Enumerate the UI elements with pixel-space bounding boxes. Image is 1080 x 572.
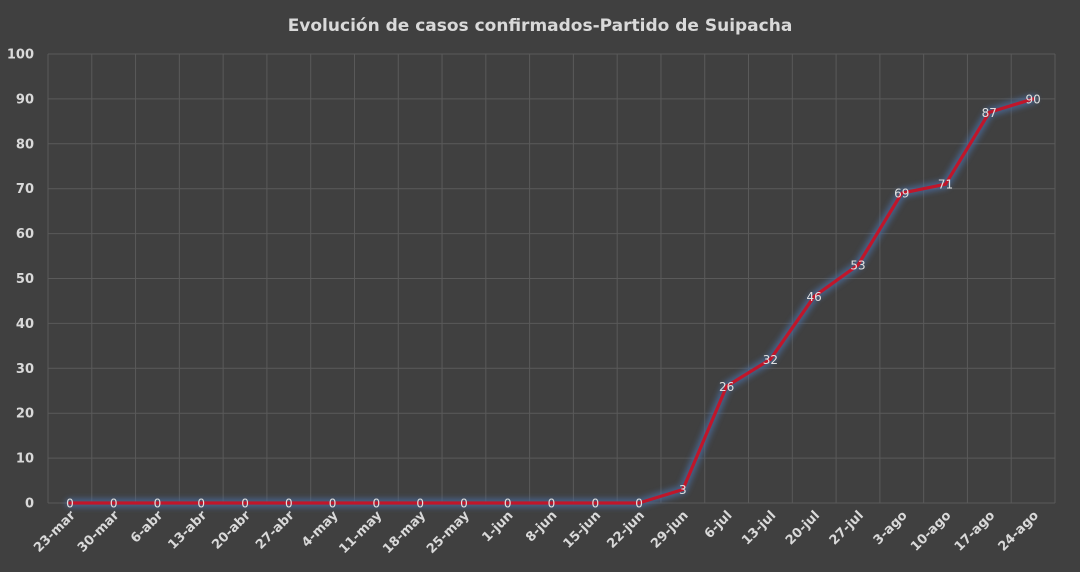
gridlines [47, 53, 1056, 504]
data-label: 32 [763, 353, 778, 367]
data-point [550, 501, 553, 505]
data-label: 0 [548, 497, 556, 511]
data-point [68, 501, 72, 505]
y-tick-label: 0 [25, 497, 34, 512]
data-label: 0 [154, 497, 162, 511]
data-point [506, 501, 510, 505]
y-tick-label: 70 [16, 182, 34, 197]
data-point [900, 191, 904, 195]
data-point [418, 501, 422, 505]
data-point [199, 501, 203, 505]
data-point [637, 501, 641, 505]
data-point [287, 501, 291, 505]
data-point [331, 501, 335, 505]
data-point [112, 501, 116, 505]
chart-title: Evolución de casos confirmados-Partido d… [288, 16, 793, 36]
y-tick-label: 50 [16, 272, 34, 287]
data-label: 0 [416, 497, 424, 511]
data-label: 71 [938, 178, 953, 192]
data-label: 0 [329, 497, 337, 511]
y-tick-label: 90 [16, 92, 34, 107]
data-label: 3 [679, 483, 687, 497]
y-tick-label: 100 [7, 48, 34, 63]
data-label: 69 [894, 187, 909, 201]
data-label: 0 [110, 497, 118, 511]
data-label: 87 [982, 106, 997, 120]
data-label: 0 [66, 497, 74, 511]
data-label: 0 [504, 497, 512, 511]
y-tick-label: 60 [16, 227, 34, 242]
data-point [1031, 97, 1035, 101]
data-label: 0 [591, 497, 599, 511]
data-point [987, 110, 991, 114]
y-tick-label: 80 [16, 137, 34, 152]
data-label: 0 [373, 497, 381, 511]
data-point [944, 182, 948, 186]
y-tick-label: 30 [16, 362, 34, 377]
data-point [856, 263, 860, 267]
data-label: 46 [807, 290, 822, 304]
data-label: 90 [1025, 92, 1040, 106]
y-tick-label: 10 [16, 452, 34, 467]
series-line-group [65, 94, 1038, 508]
data-label: 26 [719, 380, 734, 394]
data-point [725, 384, 729, 388]
data-labels: 0 0 0 0 0 0 0 0 0 0 0 0 0 0 3 26 32 46 53 69 71 87 90 [66, 92, 1041, 510]
data-point [374, 501, 378, 505]
data-label: 0 [241, 497, 249, 511]
data-label: 0 [460, 497, 468, 511]
y-tick-label: 40 [16, 317, 34, 332]
data-point [593, 501, 597, 505]
data-point [462, 501, 466, 505]
data-label: 0 [285, 497, 293, 511]
y-axis-ticks: 0 10 20 30 40 50 60 70 80 90 100 [7, 48, 34, 512]
data-label: 0 [635, 497, 643, 511]
data-point [243, 501, 247, 505]
data-point [681, 488, 685, 492]
data-point [768, 357, 772, 361]
data-label: 53 [850, 259, 865, 273]
data-point [155, 501, 159, 505]
data-point [812, 294, 816, 298]
y-tick-label: 20 [16, 407, 34, 422]
data-label: 0 [197, 497, 205, 511]
